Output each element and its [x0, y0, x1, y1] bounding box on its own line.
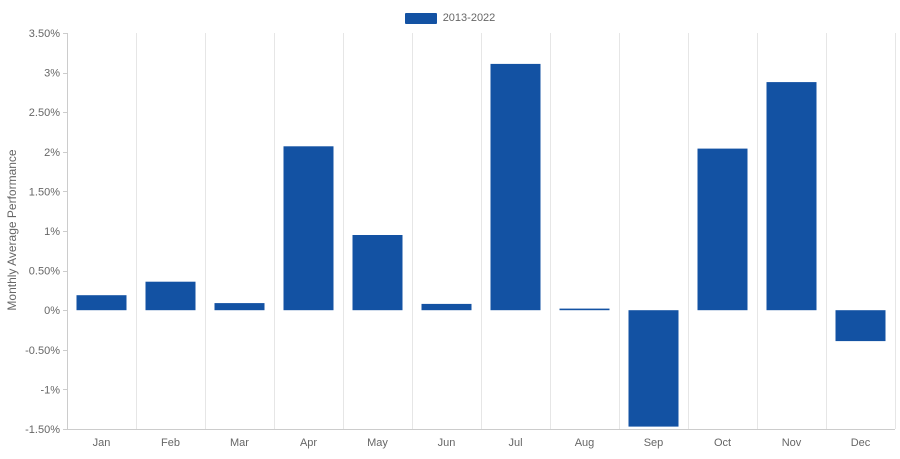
x-tick-label: Mar — [230, 437, 249, 449]
y-tick-label: 0% — [44, 305, 60, 317]
x-tick-labels: Jan Feb Mar Apr May Jun Jul Aug Sep Oct Nov Dec — [93, 437, 871, 449]
axes — [63, 33, 895, 430]
x-tick-label: Sep — [644, 437, 664, 449]
y-tick-label: 2% — [44, 147, 60, 159]
grid-lines — [136, 33, 896, 429]
x-tick-label: Jul — [508, 437, 522, 449]
y-tick-label: -0.50% — [25, 345, 60, 357]
bars — [76, 63, 886, 427]
y-axis-title: Monthly Average Performance — [5, 149, 19, 311]
bar-feb — [145, 281, 196, 311]
bar-sep — [628, 310, 679, 427]
legend[interactable]: 2013-2022 — [0, 12, 900, 24]
x-tick-label: Apr — [300, 437, 317, 449]
bar-oct — [697, 148, 748, 311]
bar-mar — [214, 303, 265, 311]
x-tick-label: Feb — [161, 437, 180, 449]
bar-may — [352, 235, 403, 311]
legend-swatch — [404, 12, 437, 24]
y-tick-label: 0.50% — [29, 266, 60, 278]
y-tick-label: 1.50% — [29, 186, 60, 198]
bar-aug — [559, 308, 610, 311]
bar-apr — [283, 146, 334, 311]
x-tick-label: Nov — [782, 437, 802, 449]
bar-jun — [421, 303, 472, 311]
y-tick-label: -1.50% — [25, 424, 60, 436]
y-tick-label: 3.50% — [29, 28, 60, 40]
bar-jan — [76, 295, 127, 311]
y-tick-label: 1% — [44, 226, 60, 238]
y-tick-label: -1% — [40, 384, 60, 396]
y-tick-label: 2.50% — [29, 107, 60, 119]
x-tick-label: Oct — [714, 437, 731, 449]
y-tick-label: 3% — [44, 68, 60, 80]
x-tick-label: Jun — [438, 437, 456, 449]
bar-nov — [766, 82, 817, 311]
x-tick-label: Jan — [93, 437, 111, 449]
bar-jul — [490, 63, 541, 311]
x-tick-label: Aug — [575, 437, 595, 449]
legend-label: 2013-2022 — [442, 12, 496, 24]
x-tick-label: May — [367, 437, 388, 449]
bar-dec — [835, 310, 886, 342]
x-tick-label: Dec — [851, 437, 871, 449]
y-tick-labels: 3.50% 3% 2.50% 2% 1.50% 1% 0.50% 0% -0.50% -1% -1.… — [25, 28, 60, 436]
